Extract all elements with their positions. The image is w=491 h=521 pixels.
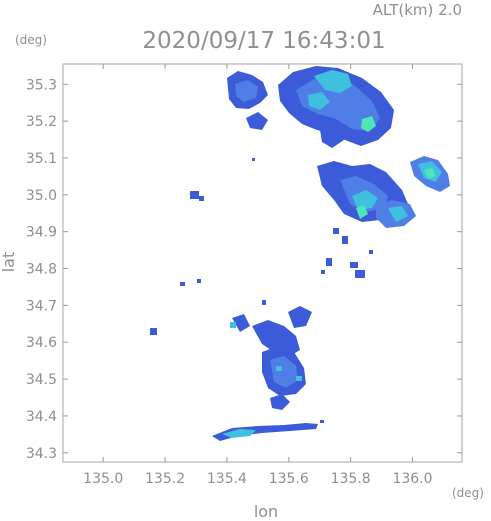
echo-fleck	[276, 366, 282, 371]
echo-cluster-east-strong	[352, 190, 378, 210]
echo-cluster-south-bottom	[270, 394, 290, 410]
plot-frame	[62, 63, 463, 463]
echo-cluster-ne-peak	[361, 116, 376, 132]
y-tick-label: 35.1	[26, 151, 57, 167]
echo-cluster-east-peak	[356, 205, 368, 219]
echo-cluster-east-right-strong	[388, 206, 408, 222]
echo-fleck	[333, 228, 339, 234]
y-tick-label: 34.8	[26, 262, 57, 278]
y-axis-title: lat	[0, 252, 18, 273]
echo-fleck	[355, 270, 365, 278]
y-tick-label: 35.0	[26, 188, 57, 204]
echo-fleck	[369, 250, 373, 254]
y-axis-unit: (deg)	[15, 33, 47, 47]
y-axis: 35.3 35.2 35.1 35.0 34.9 34.8 34.7 34.6 34.5 34.4…	[26, 77, 462, 462]
y-tick-label: 34.4	[26, 409, 57, 425]
echo-fleck	[321, 270, 325, 274]
x-tick-label: 135.6	[269, 471, 309, 487]
x-axis-unit: (deg)	[452, 486, 484, 500]
echo-fleck	[342, 236, 348, 244]
y-tick-label: 35.2	[26, 114, 57, 130]
x-axis: 135.0 135.2 135.4 135.6 135.8 136.0	[83, 64, 433, 487]
echo-fleck	[150, 328, 157, 335]
echo-streak-south-strong	[222, 429, 256, 438]
echo-cluster-south-left	[232, 314, 250, 332]
y-tick-label: 35.3	[26, 77, 57, 93]
echo-cluster-south-mid	[252, 320, 300, 356]
echo-fleck	[350, 262, 358, 268]
echo-fleck	[230, 322, 236, 328]
echo-fleck	[262, 300, 266, 305]
echo-fleck	[199, 196, 204, 201]
radar-echo-layer	[150, 66, 450, 441]
echo-fleck	[252, 158, 255, 161]
x-tick-label: 135.4	[207, 471, 247, 487]
echo-streak-south	[212, 423, 318, 441]
echo-fleck	[326, 258, 332, 266]
echo-fleck	[296, 376, 302, 381]
y-tick-label: 34.3	[26, 446, 57, 462]
y-tick-label: 34.5	[26, 372, 57, 388]
echo-fleck	[180, 282, 185, 286]
echo-cluster-ne-tail	[246, 112, 268, 130]
altitude-label: ALT(km) 2.0	[373, 1, 462, 19]
y-tick-label: 34.6	[26, 335, 57, 351]
echo-fleck	[190, 191, 199, 199]
x-tick-label: 136.0	[392, 471, 432, 487]
x-tick-label: 135.2	[145, 471, 185, 487]
y-tick-label: 34.9	[26, 225, 57, 241]
echo-cluster-ne-strong-2	[308, 92, 330, 110]
echo-cluster-south-main-core	[270, 356, 298, 388]
echo-cluster-ne-strong	[314, 70, 352, 93]
echo-cluster-ne-main-core	[296, 75, 380, 131]
echo-cluster-ne-tail-2	[320, 128, 344, 148]
echo-cluster-ne-west-core	[235, 80, 258, 102]
echo-fleck	[320, 420, 324, 423]
x-axis-title: lon	[254, 502, 278, 521]
echo-cluster-far-east-peak	[424, 168, 436, 179]
y-tick-label: 34.7	[26, 298, 57, 314]
echo-cluster-south-top	[288, 306, 312, 328]
x-tick-label: 135.0	[83, 471, 123, 487]
timestamp-title: 2020/09/17 16:43:01	[142, 28, 385, 54]
echo-fleck	[197, 279, 201, 283]
x-tick-label: 135.8	[331, 471, 371, 487]
